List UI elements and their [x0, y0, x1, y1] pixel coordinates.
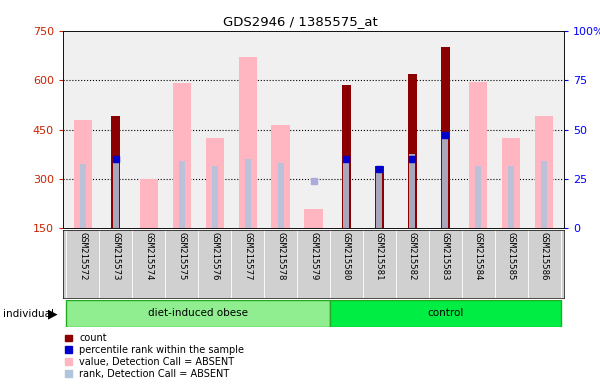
- Bar: [375, 166, 384, 228]
- Text: control: control: [427, 308, 464, 318]
- Bar: [206, 138, 224, 228]
- Text: GSM215578: GSM215578: [276, 232, 285, 280]
- Text: GSM215577: GSM215577: [243, 232, 252, 280]
- Bar: [140, 179, 158, 228]
- Legend: count, percentile rank within the sample, value, Detection Call = ABSENT, rank, : count, percentile rank within the sample…: [65, 333, 244, 379]
- Text: GSM215573: GSM215573: [111, 232, 120, 280]
- Text: GSM215580: GSM215580: [342, 232, 351, 280]
- Bar: [239, 57, 257, 228]
- Text: GSM215572: GSM215572: [78, 232, 87, 280]
- Bar: [271, 125, 290, 228]
- Bar: [74, 120, 92, 228]
- FancyBboxPatch shape: [66, 300, 330, 327]
- Bar: [502, 138, 520, 228]
- Bar: [508, 166, 514, 228]
- Bar: [173, 83, 191, 228]
- Text: GSM215584: GSM215584: [474, 232, 483, 280]
- Text: individual: individual: [3, 309, 54, 319]
- Bar: [442, 133, 448, 228]
- Text: GSM215575: GSM215575: [177, 232, 186, 280]
- Bar: [541, 161, 547, 228]
- Bar: [245, 159, 251, 228]
- Text: GSM215585: GSM215585: [507, 232, 516, 280]
- Bar: [469, 82, 487, 228]
- Bar: [535, 116, 553, 228]
- Bar: [441, 47, 450, 228]
- Bar: [278, 162, 284, 228]
- Bar: [343, 161, 349, 228]
- Text: GSM215579: GSM215579: [309, 232, 318, 280]
- Text: GSM215581: GSM215581: [375, 232, 384, 280]
- Text: diet-induced obese: diet-induced obese: [148, 308, 248, 318]
- Text: GSM215576: GSM215576: [210, 232, 219, 280]
- FancyBboxPatch shape: [330, 300, 561, 327]
- Bar: [376, 169, 382, 228]
- Bar: [111, 116, 121, 228]
- Text: ▶: ▶: [48, 308, 58, 321]
- Bar: [408, 74, 417, 228]
- Bar: [409, 154, 415, 228]
- Bar: [179, 161, 185, 228]
- Text: GSM215574: GSM215574: [144, 232, 153, 280]
- Text: GDS2946 / 1385575_at: GDS2946 / 1385575_at: [223, 15, 377, 28]
- Text: GSM215586: GSM215586: [540, 232, 549, 280]
- Bar: [342, 85, 351, 228]
- Bar: [304, 209, 323, 228]
- Bar: [475, 166, 481, 228]
- Bar: [80, 164, 86, 228]
- Text: GSM215583: GSM215583: [441, 232, 450, 280]
- Bar: [212, 166, 218, 228]
- Bar: [113, 157, 119, 228]
- Text: GSM215582: GSM215582: [408, 232, 417, 280]
